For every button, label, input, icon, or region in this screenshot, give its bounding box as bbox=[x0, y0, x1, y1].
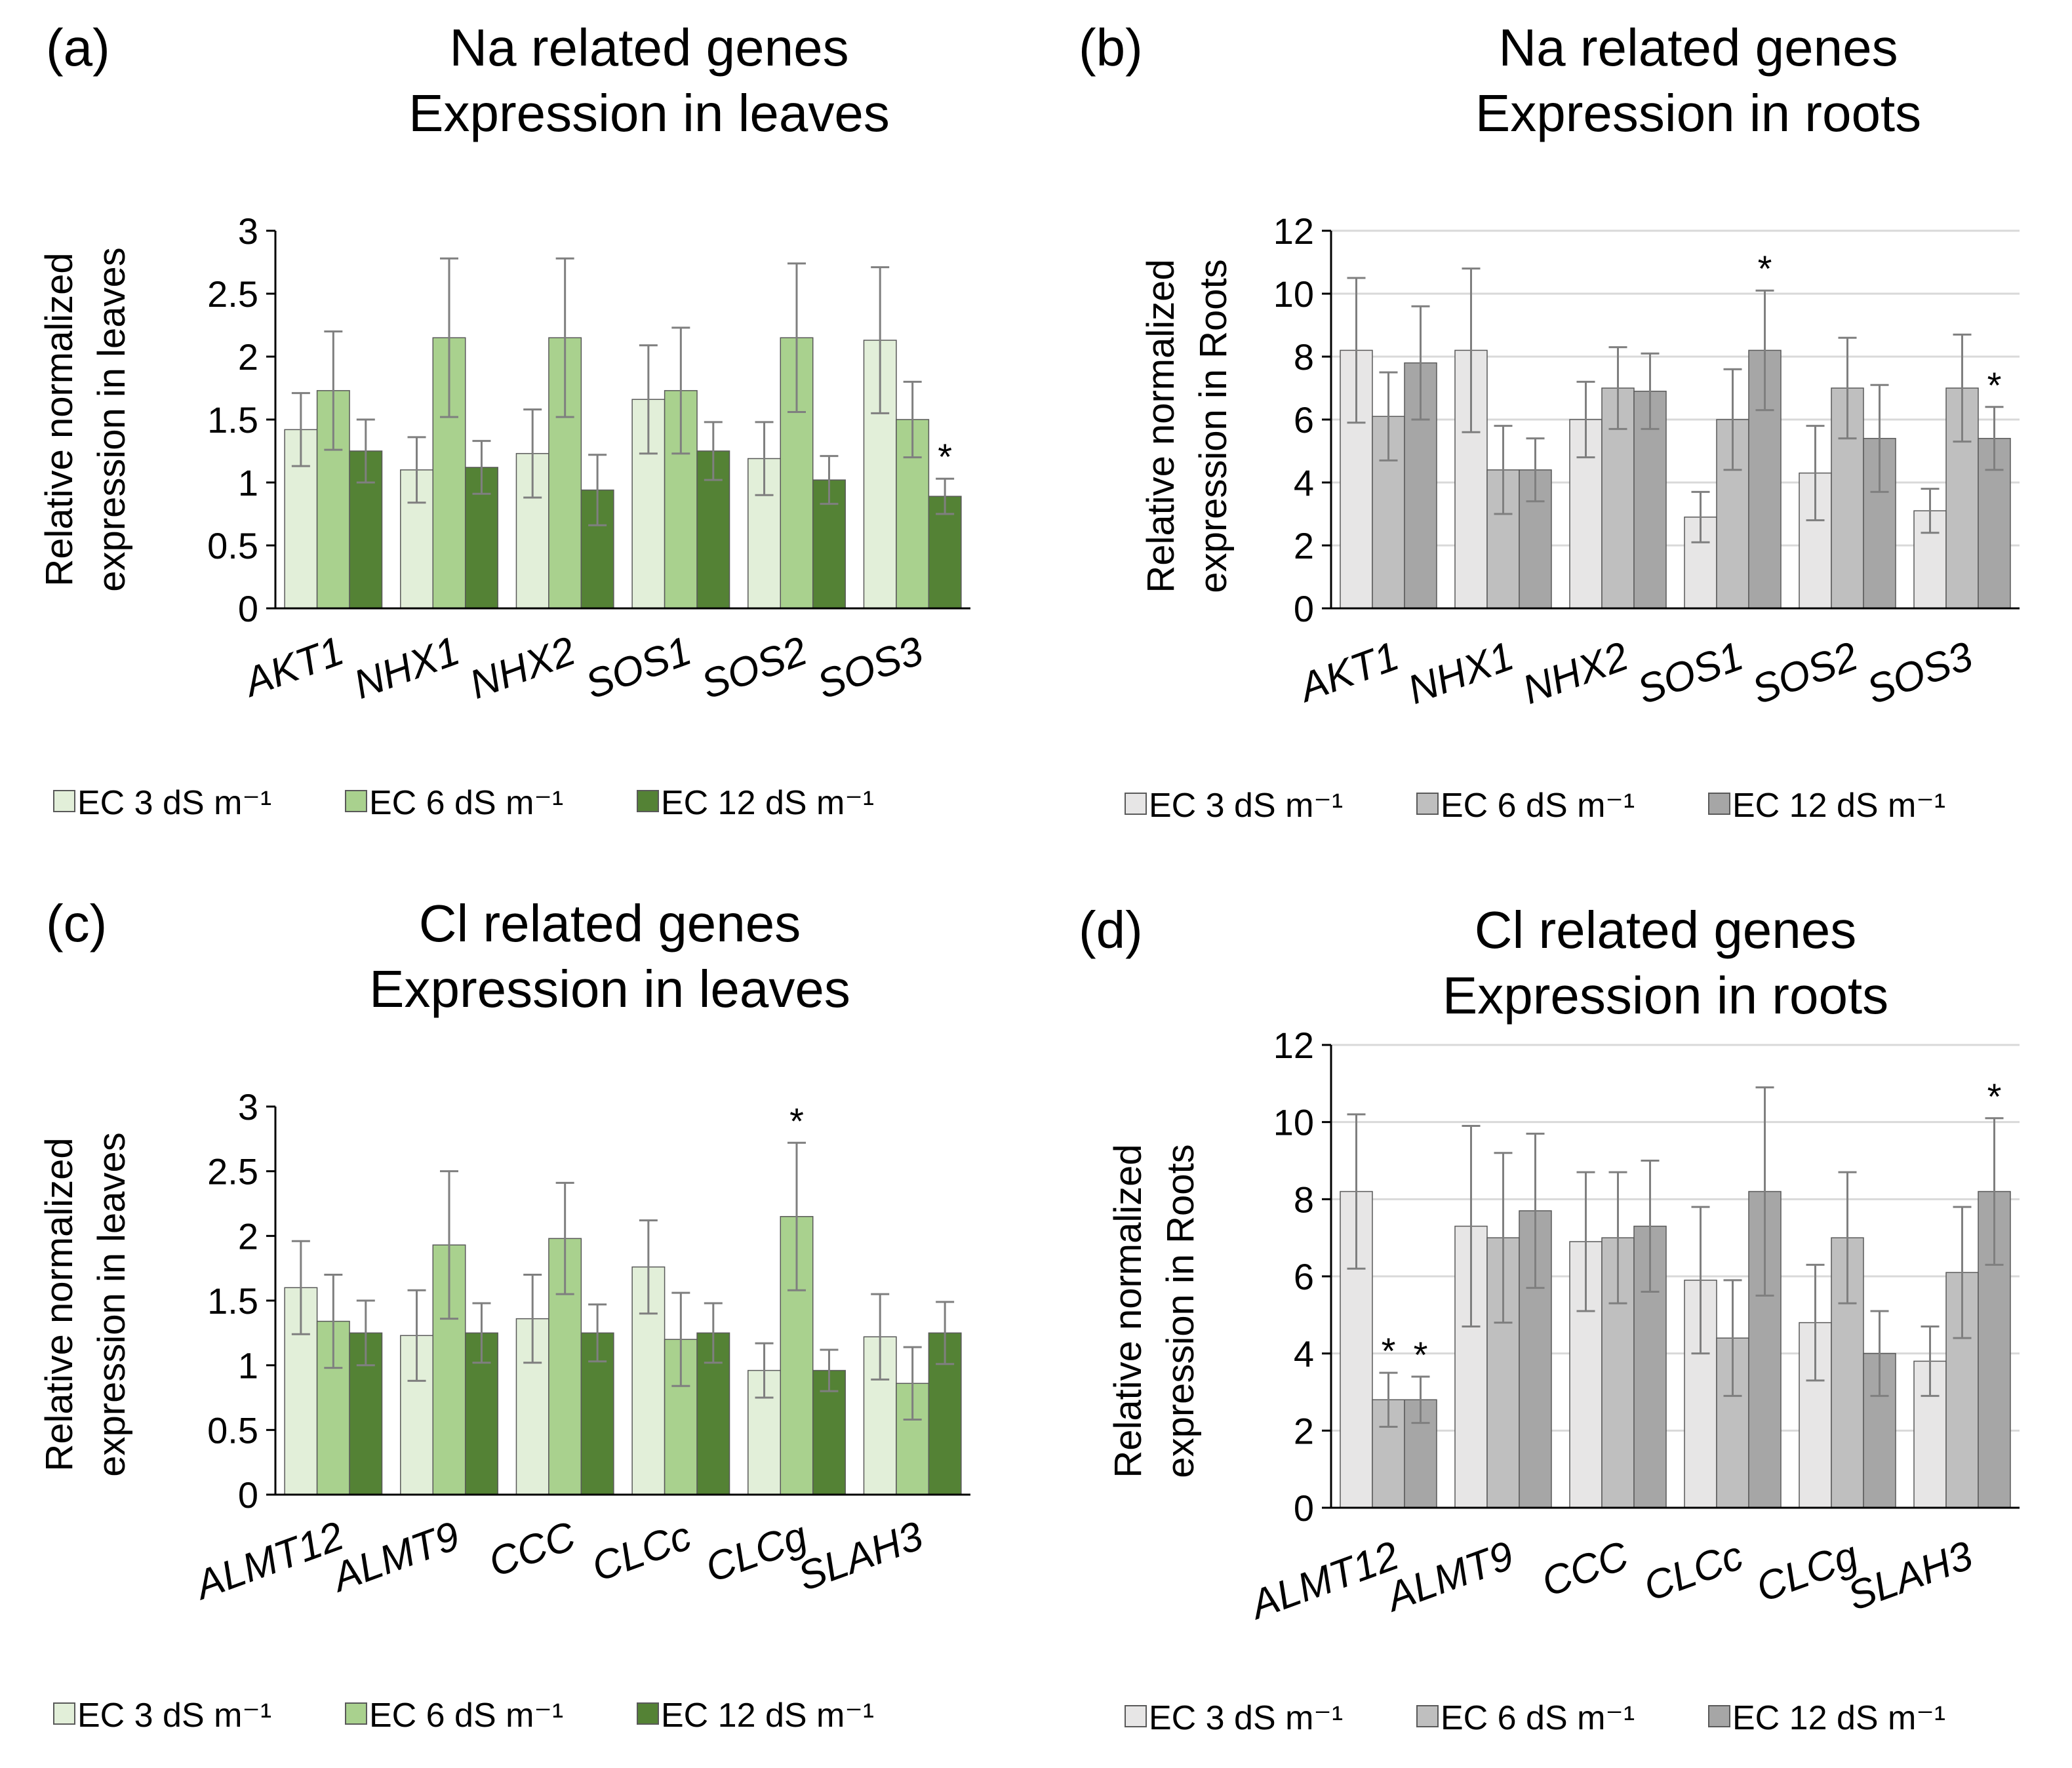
legend-label: EC 6 dS m⁻¹ bbox=[1441, 787, 1635, 825]
chart-panel-c: (c) Cl related genes Expression in leaves R… bbox=[38, 894, 970, 1735]
y-tick-label: 10 bbox=[1273, 1102, 1314, 1143]
y-tick-label: 8 bbox=[1294, 1179, 1314, 1220]
y-tick-label: 2.5 bbox=[207, 273, 258, 315]
y-axis-label-line: expression in Roots bbox=[1159, 1144, 1202, 1478]
y-tick-label: 6 bbox=[1294, 1256, 1314, 1297]
chart-title-line: Expression in leaves bbox=[408, 84, 890, 142]
y-tick-label: 12 bbox=[1273, 1025, 1314, 1066]
y-axis-label-line: Relative normalized bbox=[1140, 259, 1182, 593]
legend-label: EC 6 dS m⁻¹ bbox=[1441, 1699, 1635, 1737]
panel-label: (a) bbox=[46, 18, 110, 77]
legend-swatch bbox=[1708, 1705, 1730, 1727]
y-axis-label-line: Relative normalized bbox=[38, 1137, 81, 1471]
legend-swatch bbox=[637, 790, 659, 812]
significance-star: * bbox=[938, 436, 952, 477]
y-tick-label: 2 bbox=[238, 336, 258, 378]
y-tick-label: 1.5 bbox=[207, 1280, 258, 1322]
y-tick-label: 2 bbox=[238, 1215, 258, 1257]
legend-swatch bbox=[53, 790, 75, 812]
chart-title-line: Expression in leaves bbox=[369, 960, 850, 1018]
y-tick-label: 3 bbox=[238, 1086, 258, 1128]
legend-label: EC 6 dS m⁻¹ bbox=[369, 1697, 563, 1735]
significance-star: * bbox=[1382, 1330, 1396, 1371]
y-tick-label: 0 bbox=[238, 588, 258, 629]
y-tick-label: 0 bbox=[1294, 1487, 1314, 1529]
legend-label: EC 12 dS m⁻¹ bbox=[1732, 787, 1945, 825]
legend-swatch bbox=[1416, 793, 1439, 815]
chart-title-line: Na related genes bbox=[449, 18, 848, 77]
y-tick-label: 1 bbox=[238, 1345, 258, 1386]
y-tick-label: 2 bbox=[1294, 525, 1314, 566]
legend-label: EC 12 dS m⁻¹ bbox=[661, 1697, 874, 1735]
y-tick-label: 1 bbox=[238, 462, 258, 503]
y-axis-label-line: expression in leaves bbox=[90, 1132, 133, 1477]
y-tick-label: 2 bbox=[1294, 1410, 1314, 1451]
legend-label: EC 3 dS m⁻¹ bbox=[1149, 1699, 1343, 1737]
y-tick-label: 12 bbox=[1273, 210, 1314, 252]
legend-label: EC 6 dS m⁻¹ bbox=[369, 784, 563, 822]
chart-title-line: Expression in roots bbox=[1475, 84, 1921, 142]
chart-title-line: Expression in roots bbox=[1443, 966, 1888, 1025]
y-axis-label-line: expression in Roots bbox=[1192, 259, 1235, 593]
legend-swatch bbox=[1125, 1705, 1147, 1727]
y-axis-label-line: expression in leaves bbox=[90, 247, 133, 592]
y-tick-label: 2.5 bbox=[207, 1151, 258, 1192]
panel-label: (c) bbox=[46, 894, 107, 953]
y-tick-label: 0.5 bbox=[207, 525, 258, 566]
y-tick-label: 0 bbox=[1294, 588, 1314, 629]
legend-label: EC 12 dS m⁻¹ bbox=[661, 784, 874, 822]
panel-label: (d) bbox=[1079, 901, 1143, 959]
y-tick-label: 0.5 bbox=[207, 1409, 258, 1451]
y-tick-label: 8 bbox=[1294, 336, 1314, 378]
significance-star: * bbox=[1987, 364, 2002, 406]
legend-swatch bbox=[53, 1702, 75, 1725]
panel-label: (b) bbox=[1079, 18, 1143, 77]
significance-star: * bbox=[1414, 1334, 1428, 1375]
y-tick-label: 4 bbox=[1294, 462, 1314, 503]
chart-title-line: Cl related genes bbox=[1475, 901, 1857, 959]
y-axis-label-line: Relative normalized bbox=[38, 252, 81, 586]
legend-swatch bbox=[637, 1702, 659, 1725]
chart-title-line: Na related genes bbox=[1498, 18, 1898, 77]
y-tick-label: 6 bbox=[1294, 399, 1314, 441]
significance-star: * bbox=[1987, 1076, 2002, 1117]
significance-star: * bbox=[1758, 248, 1772, 289]
legend-label: EC 3 dS m⁻¹ bbox=[77, 784, 271, 822]
chart-title-line: Cl related genes bbox=[419, 894, 801, 953]
y-tick-label: 3 bbox=[238, 210, 258, 252]
legend-label: EC 3 dS m⁻¹ bbox=[77, 1697, 271, 1735]
y-tick-label: 10 bbox=[1273, 273, 1314, 315]
y-tick-label: 4 bbox=[1294, 1333, 1314, 1375]
significance-star: * bbox=[789, 1100, 804, 1141]
y-axis-label-line: Relative normalized bbox=[1107, 1144, 1149, 1478]
chart-panel-b: (b) Na related genes Expression in roots Re… bbox=[1079, 18, 2020, 825]
legend-swatch bbox=[1708, 793, 1730, 815]
legend-swatch bbox=[345, 1702, 367, 1725]
y-tick-label: 1.5 bbox=[207, 399, 258, 441]
legend-swatch bbox=[345, 790, 367, 812]
y-tick-label: 0 bbox=[238, 1474, 258, 1516]
legend-swatch bbox=[1416, 1705, 1439, 1727]
legend-swatch bbox=[1125, 793, 1147, 815]
legend-label: EC 3 dS m⁻¹ bbox=[1149, 787, 1343, 825]
legend-label: EC 12 dS m⁻¹ bbox=[1732, 1699, 1945, 1737]
